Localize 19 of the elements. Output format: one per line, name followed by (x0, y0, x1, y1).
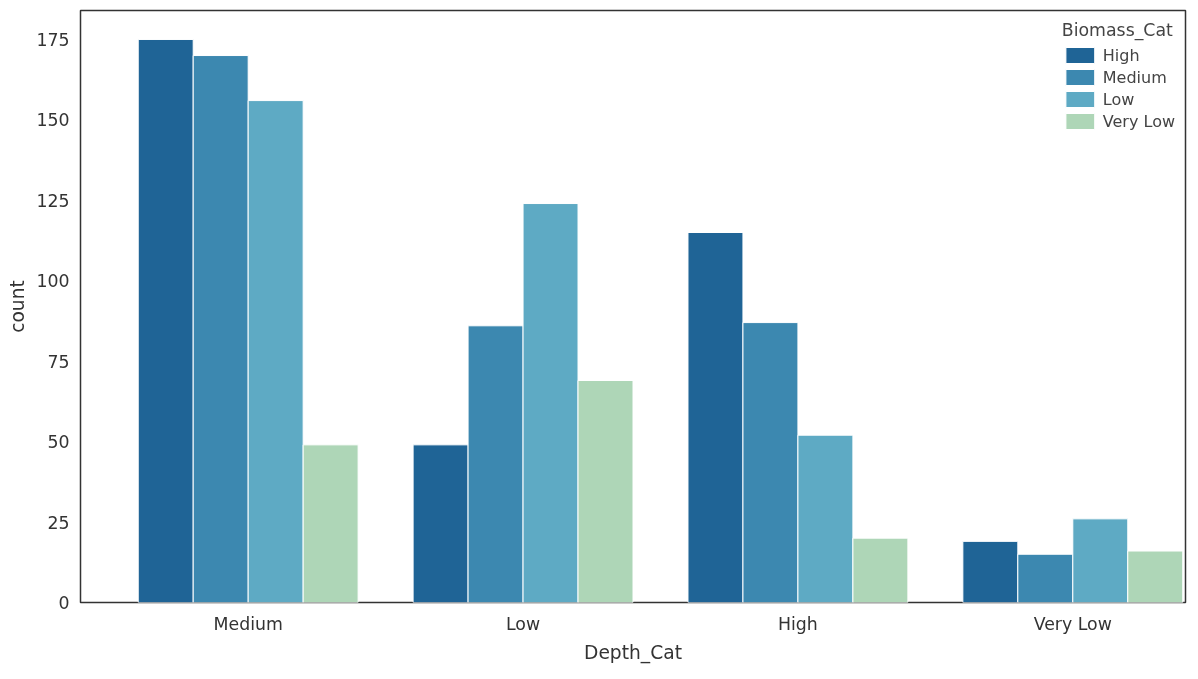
x-tick-label: Very Low (1033, 613, 1112, 634)
x-tick-label: High (778, 613, 818, 634)
x-tick-label: Low (505, 613, 541, 634)
y-tick-label: 25 (47, 512, 70, 533)
legend-label: Very Low (1102, 111, 1175, 131)
y-axis-title: count (7, 280, 29, 333)
x-axis-title: Depth_Cat (584, 641, 682, 664)
y-tick-label: 50 (47, 432, 70, 453)
legend-label: High (1102, 45, 1140, 65)
legend-label: Low (1102, 89, 1135, 109)
y-tick-label: 125 (36, 190, 70, 211)
y-tick-label: 100 (36, 271, 70, 292)
legend-title: Biomass_Cat (1061, 20, 1174, 40)
x-tick-label: Medium (213, 613, 283, 634)
legend-label: Medium (1102, 67, 1167, 87)
y-tick-label: 0 (58, 593, 70, 613)
y-tick-label: 150 (36, 110, 70, 131)
y-tick-label: 175 (36, 29, 70, 50)
y-tick-label: 75 (47, 351, 70, 372)
